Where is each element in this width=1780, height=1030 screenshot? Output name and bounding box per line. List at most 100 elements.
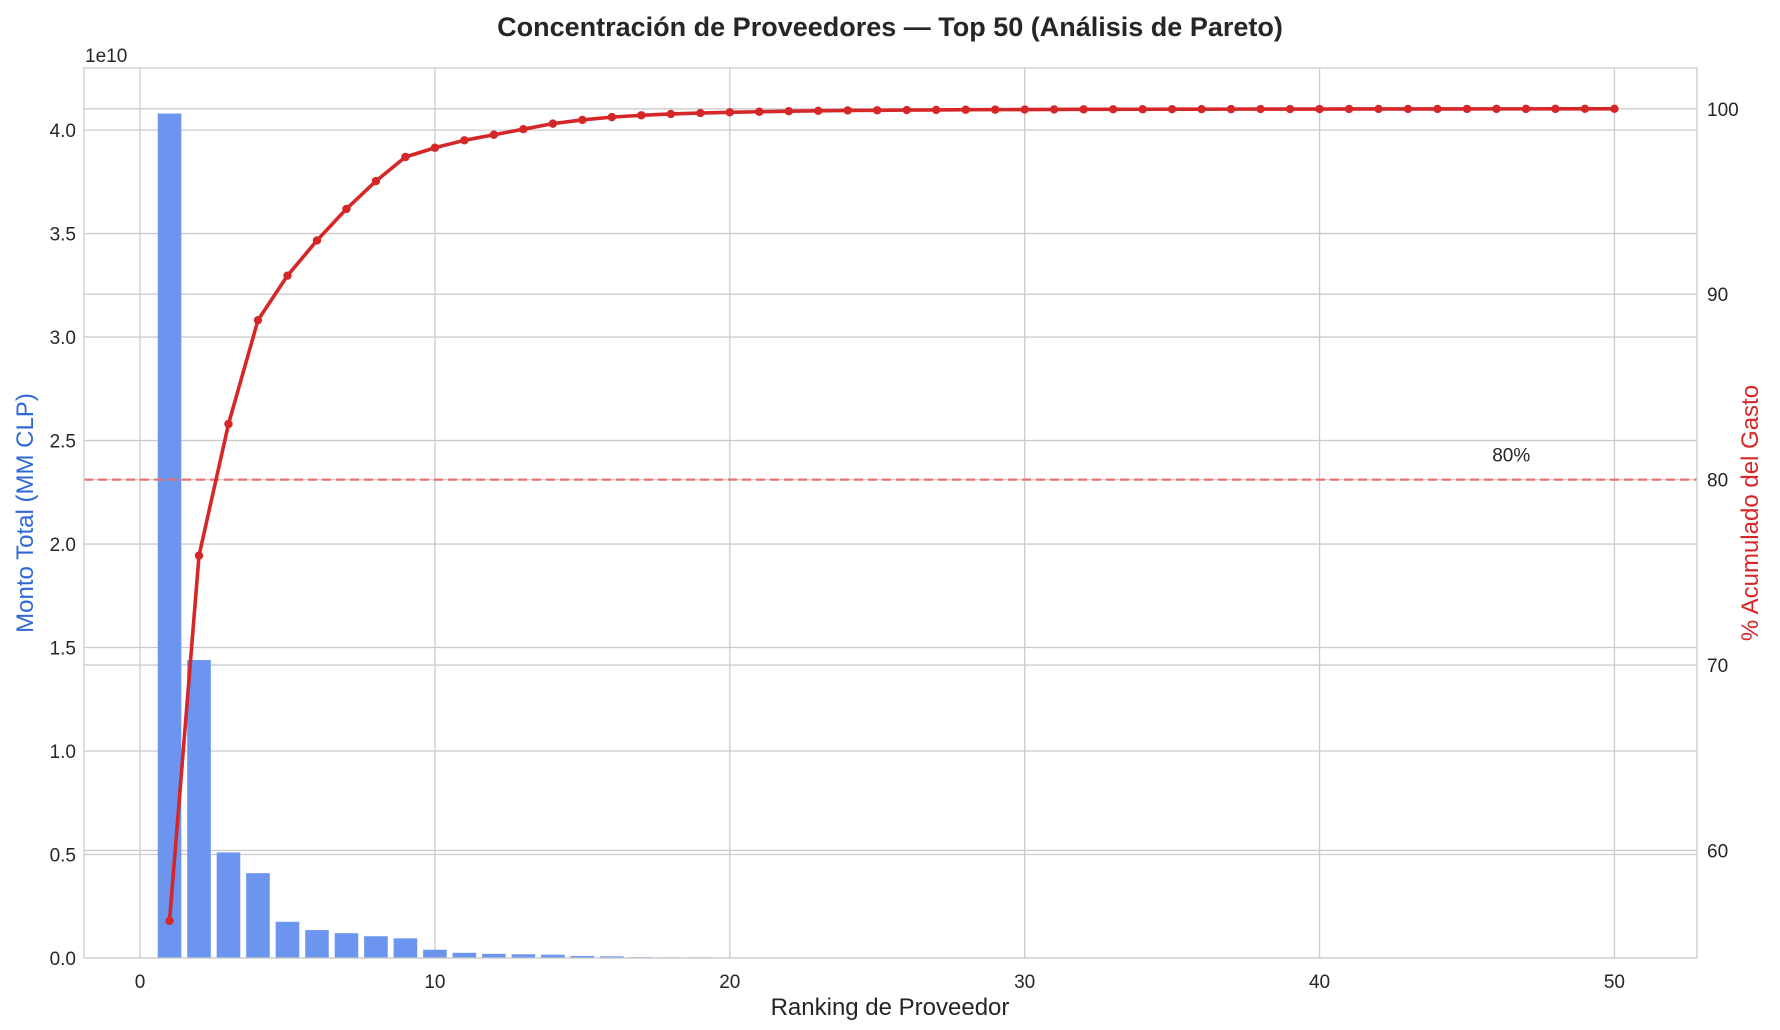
- cumulative-point: [430, 143, 440, 152]
- grid: [84, 68, 1697, 959]
- x-tick-label: 50: [1604, 972, 1625, 993]
- bar: [482, 953, 506, 958]
- cumulative-point: [1551, 104, 1560, 114]
- y-offset-text: 1e10: [85, 46, 127, 67]
- cumulative-point: [578, 115, 587, 125]
- cumulative-point: [1315, 104, 1324, 114]
- cumulative-point: [725, 108, 734, 117]
- cumulative-point: [1344, 104, 1354, 114]
- cumulative-point: [401, 152, 410, 162]
- bar: [452, 952, 477, 958]
- bar: [393, 938, 418, 958]
- x-tick-label: 10: [424, 972, 445, 993]
- bar: [246, 873, 270, 958]
- cumulative-point: [1462, 104, 1472, 114]
- cumulative-point: [1197, 104, 1206, 114]
- y-ticks: 0.0 0.5 1.0 1.5 2.0 2.5 3.0 3.5 4.0: [50, 121, 76, 970]
- y-axis-label: Monto Total (MM CLP): [12, 393, 39, 633]
- cumulative-point: [1049, 105, 1059, 114]
- cumulative-point: [489, 130, 499, 139]
- bar: [157, 113, 182, 958]
- cumulative-point: [1256, 104, 1265, 114]
- cumulative-point: [1374, 104, 1383, 114]
- bar: [600, 956, 624, 958]
- cumulative-point: [990, 105, 1000, 114]
- cumulative-point: [283, 271, 292, 280]
- cumulative-point: [1285, 104, 1295, 114]
- cumulative-point: [1079, 105, 1088, 114]
- bar: [275, 921, 300, 958]
- cumulative-point: [194, 551, 204, 560]
- plot-frame: [83, 67, 1698, 959]
- cumulative-point: [165, 916, 174, 926]
- cumulative-point: [1521, 104, 1531, 114]
- y2-tick-label: 60: [1707, 841, 1728, 862]
- cumulative-point: [932, 105, 941, 115]
- cumulative-point: [548, 119, 558, 128]
- cumulative-point: [1403, 104, 1413, 114]
- y2-tick-label: 70: [1707, 656, 1728, 677]
- cumulative-point: [1167, 104, 1177, 114]
- cumulative-point: [961, 105, 970, 114]
- cumulative-point: [519, 124, 528, 134]
- cumulative-point: [371, 176, 381, 186]
- bar: [423, 949, 447, 958]
- cumulative-polyline: [167, 106, 1615, 922]
- cumulative-point: [1580, 104, 1590, 114]
- bars: [157, 113, 1627, 958]
- bar: [541, 954, 565, 958]
- cumulative-point: [253, 315, 263, 325]
- y-tick-label: 0.0: [50, 949, 76, 970]
- x-tick-label: 30: [1014, 972, 1035, 993]
- y-tick-label: 2.0: [50, 535, 76, 556]
- x-axis-label: Ranking de Proveedor: [771, 994, 1010, 1021]
- cumulative-point: [873, 106, 882, 115]
- bar: [334, 933, 359, 958]
- cumulative-point: [814, 106, 823, 116]
- cumulative-point: [755, 107, 764, 116]
- bar: [305, 930, 329, 958]
- cumulative-point: [224, 419, 233, 429]
- bar: [216, 852, 241, 958]
- x-tick-label: 0: [135, 972, 146, 993]
- y-tick-label: 1.0: [50, 742, 76, 763]
- chart-title: Concentración de Proveedores — Top 50 (A…: [497, 12, 1283, 42]
- y2-tick-label: 80: [1707, 471, 1728, 492]
- threshold-label: 80%: [1492, 446, 1530, 467]
- x-ticks: 0 10 20 30 40 50: [135, 972, 1625, 993]
- y2-tick-label: 100: [1707, 100, 1739, 121]
- cumulative-point: [1020, 105, 1029, 114]
- cumulative-point: [637, 111, 646, 120]
- cumulative-point: [696, 108, 705, 118]
- cumulative-point: [1492, 104, 1501, 114]
- x-tick-label: 20: [719, 972, 740, 993]
- cumulative-point: [1108, 105, 1118, 114]
- cumulative-point: [784, 107, 793, 116]
- cumulative-point: [1226, 104, 1236, 114]
- bar: [187, 659, 211, 958]
- x-tick-label: 40: [1309, 972, 1330, 993]
- cumulative-line: [165, 104, 1619, 926]
- y-tick-label: 0.5: [50, 846, 76, 867]
- y-tick-label: 1.5: [50, 639, 76, 660]
- y-tick-label: 4.0: [50, 121, 76, 142]
- y2-tick-label: 90: [1707, 285, 1728, 306]
- cumulative-point: [312, 236, 322, 245]
- cumulative-point: [1610, 104, 1619, 113]
- cumulative-point: [843, 106, 852, 115]
- threshold: 80%: [84, 446, 1697, 481]
- cumulative-point: [902, 105, 911, 115]
- cumulative-point: [666, 109, 676, 119]
- y2-ticks: 60 70 80 90 100: [1707, 100, 1739, 863]
- bar: [364, 936, 388, 958]
- cumulative-point: [460, 136, 469, 145]
- y-tick-label: 2.5: [50, 432, 76, 453]
- bar: [570, 955, 595, 958]
- bar: [511, 954, 536, 958]
- y2-axis-label: % Acumulado del Gasto: [1737, 385, 1764, 641]
- cumulative-point: [342, 204, 351, 214]
- cumulative-point: [607, 112, 617, 122]
- cumulative-point: [1433, 104, 1442, 114]
- y-tick-label: 3.0: [50, 328, 76, 349]
